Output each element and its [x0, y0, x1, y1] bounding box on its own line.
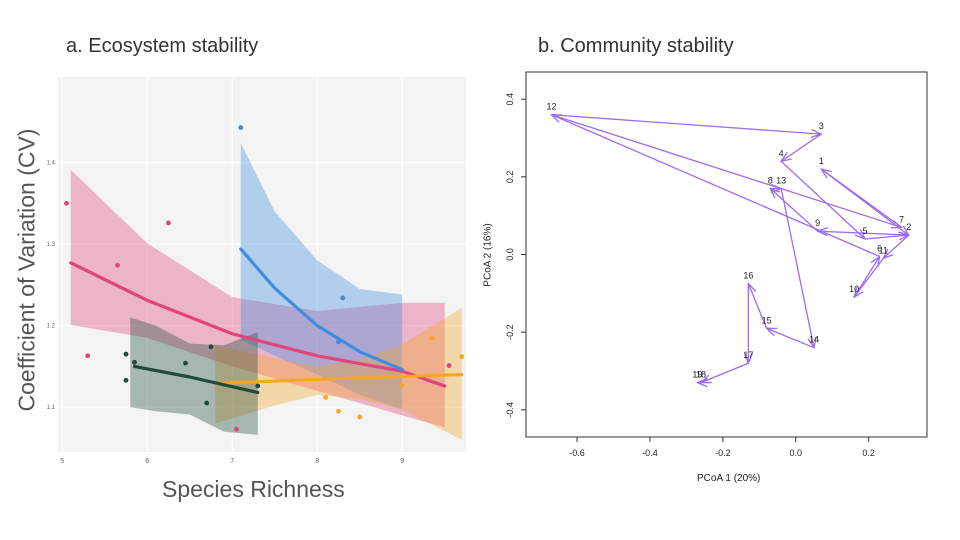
data-point — [357, 414, 363, 420]
point-label: 3 — [819, 121, 824, 131]
trajectory-arrow — [701, 362, 749, 382]
data-point — [183, 360, 188, 366]
trajectory-arrow — [864, 235, 909, 239]
point-label: 18 — [696, 370, 706, 380]
point-label: 5 — [863, 226, 868, 236]
trajectory-arrow — [780, 160, 865, 239]
panel-a-x-axis-title: Species Richness — [162, 476, 345, 502]
point-label: 16 — [743, 271, 753, 281]
point-label: 13 — [776, 175, 786, 185]
trajectory-arrow — [770, 188, 819, 232]
plot-b-arrows — [552, 115, 909, 383]
y-tick-label: 1.1 — [47, 405, 56, 411]
plot-b-axes: -0.6 -0.4 -0.2 0.0 0.2 -0.4 -0.2 0.0 0.2 0.4 — [505, 93, 875, 458]
data-point — [459, 354, 465, 360]
fit-line — [213, 372, 464, 386]
data-point — [204, 400, 210, 406]
y-tick-label: 0.0 — [505, 248, 515, 261]
trajectory-arrow — [551, 114, 902, 228]
point-label: 14 — [809, 335, 819, 345]
data-point — [234, 426, 239, 432]
trajectory-arrow — [780, 188, 814, 347]
x-tick-label: 8 — [315, 458, 319, 465]
x-tick-label: -0.4 — [642, 448, 658, 458]
x-tick-label: -0.6 — [569, 448, 585, 458]
point-label: 10 — [849, 284, 859, 294]
trajectory-arrow — [820, 168, 908, 235]
data-point — [323, 394, 329, 400]
trajectory-arrow — [853, 256, 880, 298]
data-point — [115, 262, 120, 268]
data-point — [255, 383, 261, 389]
y-tick-label: 0.2 — [505, 171, 515, 184]
data-point — [123, 351, 129, 357]
point-label: 9 — [815, 218, 820, 228]
y-tick-label: -0.2 — [505, 324, 515, 340]
fit-line — [239, 247, 404, 372]
x-tick-label: 6 — [145, 458, 149, 465]
data-point — [123, 377, 129, 383]
panel-a-title: a. Ecosystem stability — [66, 35, 259, 57]
fit-line — [69, 261, 447, 388]
data-point — [399, 382, 405, 388]
point-label: 8 — [768, 175, 773, 185]
confidence-band — [215, 307, 462, 440]
data-point — [336, 408, 341, 414]
point-label: 12 — [547, 102, 557, 112]
trajectory-arrow — [552, 115, 880, 258]
data-point — [336, 339, 341, 345]
plot-a-background — [58, 77, 466, 452]
point-label: 7 — [899, 214, 904, 224]
data-point — [132, 359, 137, 365]
trajectory-arrow — [818, 231, 909, 235]
trajectory-arrow — [767, 328, 815, 349]
plot-a-points — [64, 125, 465, 432]
point-label: 2 — [906, 222, 911, 232]
data-point — [238, 125, 244, 130]
plot-a-grid — [58, 77, 466, 452]
panel-b-title: b. Community stability — [538, 35, 734, 57]
point-label: 19 — [692, 370, 702, 380]
panel-b-x-axis-title: PCoA 1 (20%) — [697, 473, 761, 484]
data-point — [85, 353, 91, 359]
point-label: 17 — [743, 350, 753, 360]
data-point — [64, 200, 69, 206]
x-tick-label: 5 — [60, 458, 64, 465]
trajectory-arrow — [748, 284, 768, 329]
x-tick-label: 9 — [400, 458, 404, 465]
data-point — [446, 363, 452, 368]
plot-a-fit-lines — [69, 247, 464, 395]
y-tick-label: 0.4 — [505, 93, 515, 106]
confidence-band — [240, 143, 403, 410]
point-label: 6 — [877, 243, 882, 253]
trajectory-arrow — [781, 133, 822, 161]
x-tick-label: 0.0 — [790, 448, 803, 458]
x-tick-label: 7 — [230, 458, 234, 465]
data-point — [429, 335, 435, 341]
confidence-band — [130, 317, 258, 435]
x-tick-label: -0.2 — [715, 448, 731, 458]
x-tick-label: 0.2 — [862, 448, 875, 458]
point-label: 15 — [762, 315, 772, 325]
y-tick-label: 1.4 — [47, 161, 56, 167]
y-tick-label: 1.3 — [47, 242, 56, 248]
plot-a-tick-labels: 5 6 7 8 9 1.1 1.2 1.3 1.4 — [47, 161, 405, 465]
y-tick-label: -0.4 — [505, 402, 515, 418]
data-point — [166, 220, 171, 226]
data-point — [208, 344, 214, 350]
point-label: 1 — [819, 156, 824, 166]
trajectory-arrow — [551, 114, 822, 134]
y-tick-label: 1.2 — [47, 324, 56, 330]
fit-line — [132, 364, 260, 395]
point-label: 4 — [779, 148, 784, 158]
data-point — [340, 295, 346, 301]
point-label: 11 — [879, 245, 888, 255]
